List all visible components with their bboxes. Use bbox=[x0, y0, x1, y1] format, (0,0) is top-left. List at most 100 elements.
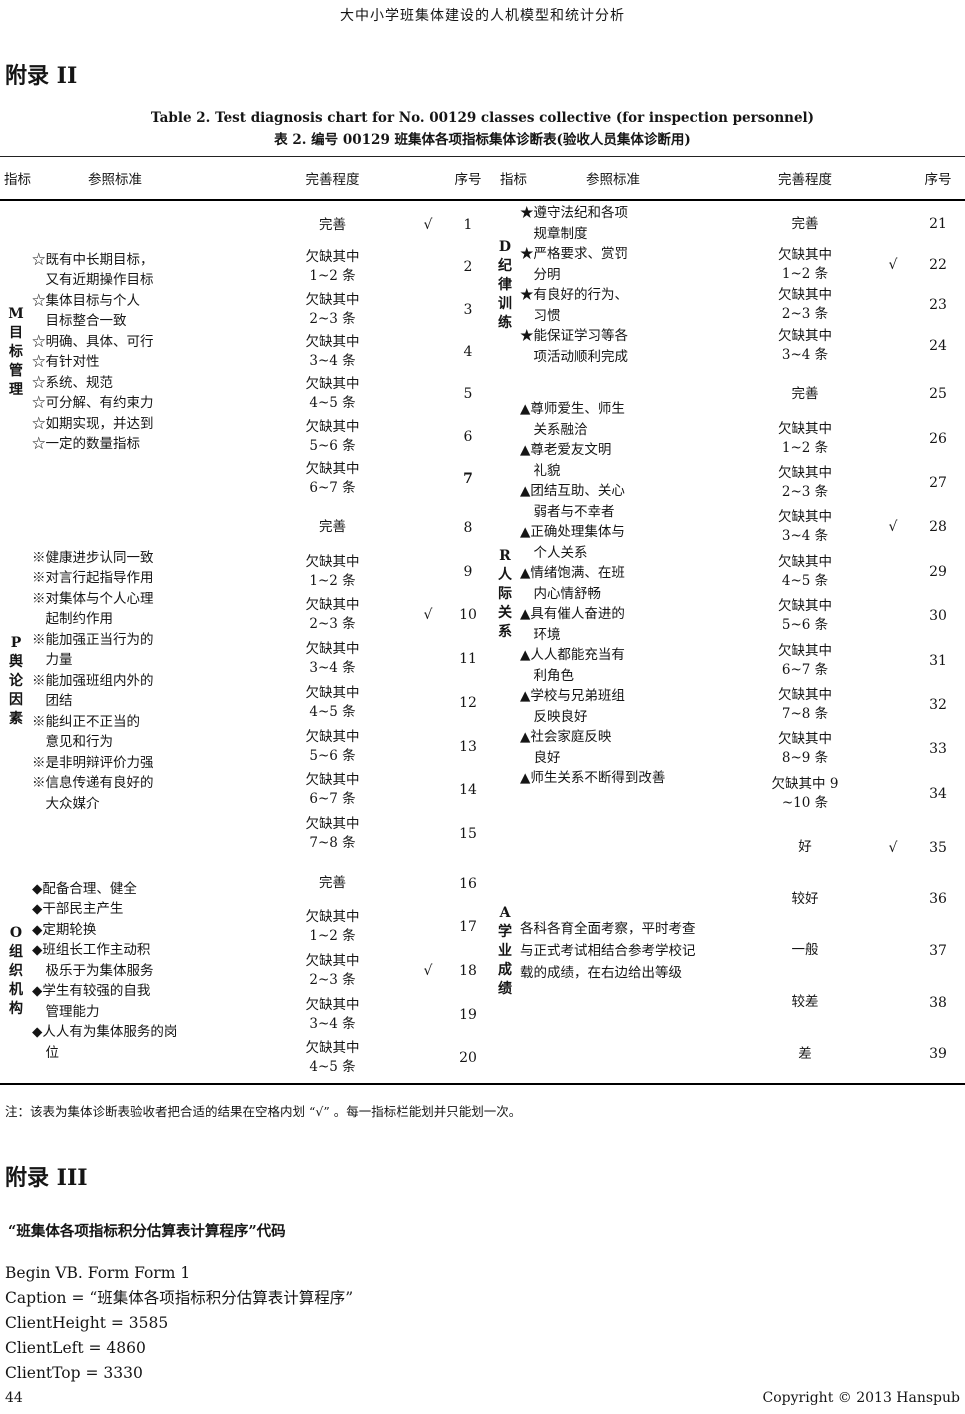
criteria-list: ▲尊师爱生、师生 关系融洽 ▲尊老爱友文明 礼貌 ▲团结互助、关心 弱者与不幸者 ▲正… bbox=[520, 399, 665, 789]
table-section-M: M 目 标 管 理 ☆既有中长期目标， 又有近期操作目标 ☆集体目标与个人 目标整合… bbox=[0, 201, 490, 503]
serial-cell: 2 bbox=[463, 259, 473, 276]
appendix-ii-heading: 附录 II bbox=[5, 63, 78, 89]
table-row: 欠缺其中 2~3 条 √ 18 bbox=[255, 949, 490, 993]
degree-cell: 欠缺其中 4~5 条 bbox=[778, 553, 832, 589]
table-row: 欠缺其中 4~5 条 5 bbox=[255, 373, 490, 415]
check-mark: √ bbox=[888, 839, 898, 856]
table-row: 完善 8 bbox=[255, 506, 490, 550]
criteria-item: ★遵守法纪和各项 规章制度 bbox=[520, 205, 628, 242]
criteria-item: ▲尊老爱友文明 礼貌 bbox=[520, 442, 612, 479]
criteria-list: 各科各育全面考察，平时考查与正式考试相结合参考学校记载的成绩，在右边给出等级 bbox=[520, 918, 698, 984]
criteria-item: ★能保证学习等各 项活动顺利完成 bbox=[520, 328, 628, 365]
criteria-item: ※能加强正当行为的 力量 bbox=[32, 631, 154, 669]
table-section-A: A 学 业 成 绩各科各育全面考察，平时考查与正式考试相结合参考学校记载的成绩，… bbox=[490, 819, 965, 1083]
serial-cell: 6 bbox=[463, 428, 473, 445]
degree-cell: 欠缺其中 6~7 条 bbox=[305, 772, 360, 808]
indicator-group-label: D 纪 律 训 练 bbox=[498, 238, 512, 331]
degree-cell: 欠缺其中 7~8 条 bbox=[778, 687, 832, 723]
serial-cell: 30 bbox=[929, 608, 947, 625]
serial-cell: 16 bbox=[459, 875, 477, 892]
degree-cell: 完善 bbox=[319, 216, 346, 233]
degree-cell: 欠缺其中 2~3 条 bbox=[778, 287, 832, 323]
serial-cell: 3 bbox=[463, 301, 473, 318]
degree-cell: 欠缺其中 4~5 条 bbox=[305, 1040, 360, 1076]
degree-cell: 欠缺其中 6~7 条 bbox=[778, 642, 832, 678]
table-section-P: P 舆 论 因 素 ※健康进步认同一致 ※对言行起指导作用 ※对集体与个人心理 起制约… bbox=[0, 503, 490, 859]
criteria-item: ※信息传递有良好的 大众媒介 bbox=[32, 775, 154, 812]
table-row: 欠缺其中 5~6 条 30 bbox=[735, 594, 965, 638]
table-row: 差 39 bbox=[735, 1028, 965, 1080]
criteria-item: ▲尊师爱生、师生 关系融洽 bbox=[520, 401, 625, 438]
degree-cell: 欠缺其中 4~5 条 bbox=[305, 376, 360, 412]
serial-cell: 15 bbox=[459, 826, 477, 843]
degree-cell: 欠缺其中 8~9 条 bbox=[778, 731, 832, 767]
check-mark: √ bbox=[423, 217, 433, 234]
serial-cell: 7 bbox=[463, 470, 473, 487]
serial-cell: 36 bbox=[929, 891, 947, 908]
criteria-item: ※能纠正不正当的 意见和行为 bbox=[32, 713, 140, 751]
table-row: 欠缺其中 9 ~10 条 34 bbox=[735, 772, 965, 816]
criteria-item: ◆班组长工作主动积 极乐于为集体服务 bbox=[32, 942, 154, 979]
serial-cell: 29 bbox=[929, 563, 947, 580]
indicator-group-label: O 组 织 机 构 bbox=[9, 924, 23, 1017]
table-section-O: O 组 织 机 构 ◆配备合理、健全 ◆干部民主产生 ◆定期轮换 ◆班组长工作主动积 极… bbox=[0, 859, 490, 1083]
table-row: 欠缺其中 6~7 条 14 bbox=[255, 769, 490, 813]
copyright-text: Copyright © 2013 Hanspub bbox=[762, 1390, 960, 1406]
serial-cell: 22 bbox=[929, 256, 947, 273]
criteria-item: ◆学生有较强的自我 管理能力 bbox=[32, 983, 151, 1020]
serial-cell: 26 bbox=[929, 430, 947, 447]
serial-cell: 35 bbox=[929, 839, 947, 856]
criteria-item: ☆既有中长期目标， 又有近期操作目标 bbox=[32, 251, 154, 289]
degree-cell: 欠缺其中 3~4 条 bbox=[305, 333, 360, 369]
criteria-list: ※健康进步认同一致 ※对言行起指导作用 ※对集体与个人心理 起制约作用 ※能加强正当行… bbox=[32, 548, 154, 815]
degree-cell: 欠缺其中 1~2 条 bbox=[778, 246, 832, 282]
degree-cell: 完善 bbox=[791, 385, 819, 402]
table-row: 欠缺其中 7~8 条 15 bbox=[255, 812, 490, 856]
check-mark: √ bbox=[423, 607, 433, 624]
degree-cell: 欠缺其中 2~3 条 bbox=[305, 597, 360, 633]
table-body: M 目 标 管 理 ☆既有中长期目标， 又有近期操作目标 ☆集体目标与个人 目标整合… bbox=[0, 201, 965, 1085]
criteria-item: 各科各育全面考察，平时考查与正式考试相结合参考学校记载的成绩，在右边给出等级 bbox=[520, 921, 696, 981]
table-left-half: M 目 标 管 理 ☆既有中长期目标， 又有近期操作目标 ☆集体目标与个人 目标整合… bbox=[0, 201, 490, 1083]
table-row: 欠缺其中 3~4 条 19 bbox=[255, 993, 490, 1037]
serial-cell: 34 bbox=[929, 785, 947, 802]
indicator-group-cell: P 舆 论 因 素 bbox=[0, 503, 32, 859]
table-title-en: Table 2. Test diagnosis chart for No. 00… bbox=[150, 110, 815, 126]
table-row: 欠缺其中 2~3 条 √ 10 bbox=[255, 594, 490, 638]
criteria-item: ★严格要求、赏罚 分明 bbox=[520, 246, 628, 283]
degree-cell: 欠缺其中 2~3 条 bbox=[305, 291, 360, 327]
criteria-cell: 各科各育全面考察，平时考查与正式考试相结合参考学校记载的成绩，在右边给出等级 bbox=[520, 819, 735, 1083]
degree-cell: 较好 bbox=[791, 890, 819, 907]
criteria-item: ▲师生关系不断得到改善 bbox=[520, 770, 666, 787]
serial-cell: 11 bbox=[459, 651, 477, 668]
criteria-item: ☆如期实现，并达到 bbox=[32, 415, 154, 432]
table-section-R: R 人 际 关 系 ▲尊师爱生、师生 关系融洽 ▲尊老爱友文明 礼貌 ▲团结互助、关心… bbox=[490, 369, 965, 819]
serial-cell: 39 bbox=[929, 1046, 947, 1063]
serial-cell: 24 bbox=[929, 337, 947, 354]
indicator-group-label: R 人 际 关 系 bbox=[498, 547, 512, 640]
criteria-cell: ◆配备合理、健全 ◆干部民主产生 ◆定期轮换 ◆班组长工作主动积 极乐于为集体服务 ◆学… bbox=[32, 859, 255, 1083]
criteria-cell: ☆既有中长期目标， 又有近期操作目标 ☆集体目标与个人 目标整合一致 ☆明确、具体、… bbox=[32, 201, 255, 503]
table-row: 欠缺其中 6~7 条 31 bbox=[735, 638, 965, 682]
serial-cell: 9 bbox=[463, 563, 473, 580]
degree-cell: 欠缺其中 5~6 条 bbox=[778, 598, 832, 634]
criteria-cell: ※健康进步认同一致 ※对言行起指导作用 ※对集体与个人心理 起制约作用 ※能加强正当行… bbox=[32, 503, 255, 859]
degree-cell: 差 bbox=[798, 1045, 812, 1062]
check-mark: √ bbox=[423, 962, 433, 979]
table-row: 欠缺其中 2~3 条 23 bbox=[735, 285, 965, 326]
table-row: 欠缺其中 2~3 条 27 bbox=[735, 461, 965, 505]
criteria-item: ☆集体目标与个人 目标整合一致 bbox=[32, 292, 140, 330]
code-caption: “班集体各项指标积分估算表计算程序”代码 bbox=[8, 1223, 286, 1240]
page-number: 44 bbox=[5, 1390, 23, 1406]
criteria-list: ☆既有中长期目标， 又有近期操作目标 ☆集体目标与个人 目标整合一致 ☆明确、具体、… bbox=[32, 250, 154, 455]
degree-rows: 完善 21 欠缺其中 1~2 条 √ 22 欠缺其中 2~3 条 23 欠缺其中 3~4 条 2… bbox=[735, 201, 965, 369]
degree-cell: 欠缺其中 9 ~10 条 bbox=[771, 775, 839, 811]
serial-cell: 10 bbox=[459, 607, 477, 624]
header-indicator-left: 指标 bbox=[4, 172, 31, 188]
table-row: 欠缺其中 1~2 条 17 bbox=[255, 906, 490, 950]
degree-rows: 完善 16 欠缺其中 1~2 条 17 欠缺其中 2~3 条 √ 18 欠缺其中 3~4 条 1… bbox=[255, 859, 490, 1083]
table-title-zh: 表 2. 编号 00129 班集体各项指标集体诊断表(验收人员集体诊断用) bbox=[274, 132, 691, 148]
criteria-item: ◆配备合理、健全 bbox=[32, 880, 137, 897]
serial-cell: 27 bbox=[929, 475, 947, 492]
code-line: ClientLeft = 4860 bbox=[5, 1339, 146, 1357]
